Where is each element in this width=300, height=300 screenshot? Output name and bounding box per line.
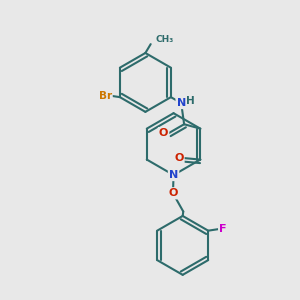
Text: O: O [168, 188, 178, 198]
Text: N: N [169, 170, 178, 180]
Text: H: H [186, 96, 195, 106]
Text: CH₃: CH₃ [155, 35, 173, 44]
Text: O: O [159, 128, 168, 138]
Text: Br: Br [99, 91, 112, 101]
Text: N: N [177, 98, 186, 108]
Text: F: F [219, 224, 227, 234]
Text: O: O [174, 153, 184, 163]
